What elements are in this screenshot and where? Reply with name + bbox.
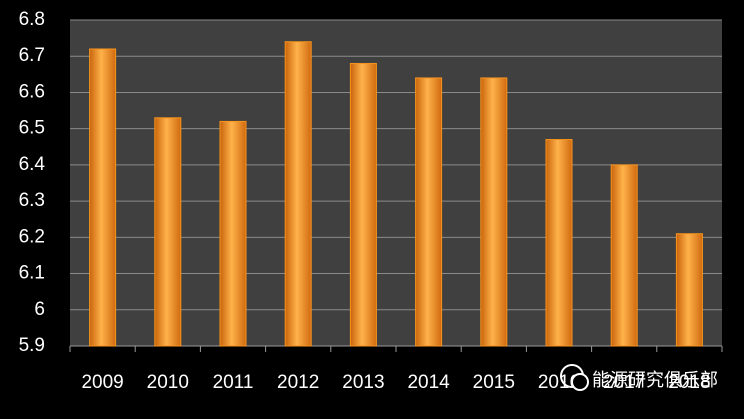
x-tick-label: 2016 <box>538 372 580 393</box>
x-tick-label: 2013 <box>342 372 384 393</box>
y-tick-label: 6.3 <box>19 190 45 211</box>
x-tick-label: 2009 <box>81 372 123 393</box>
x-tick-label: 2011 <box>213 372 254 393</box>
watermark-icon <box>571 373 589 391</box>
y-tick-label: 6.1 <box>19 263 45 284</box>
bar <box>610 164 638 347</box>
x-tick-label: 2017 <box>603 372 645 393</box>
bar <box>89 48 117 347</box>
y-tick-label: 6.2 <box>19 226 45 247</box>
bar <box>284 41 312 347</box>
x-tick-label: 2018 <box>668 372 710 393</box>
bar <box>349 62 377 347</box>
bar <box>219 120 247 347</box>
x-tick-label: 2012 <box>277 372 319 393</box>
y-tick-label: 6.4 <box>19 154 46 175</box>
x-tick-label: 2014 <box>407 372 450 393</box>
y-tick-label: 5.9 <box>19 335 45 356</box>
y-tick-label: 6.5 <box>19 118 45 139</box>
bar <box>675 233 703 347</box>
x-tick-label: 2010 <box>147 372 189 393</box>
bar <box>415 77 443 347</box>
y-tick-label: 6 <box>34 299 45 320</box>
bar <box>480 77 508 347</box>
bar <box>154 117 182 347</box>
bar <box>545 139 573 347</box>
x-tick-label: 2015 <box>473 372 515 393</box>
y-tick-label: 6.8 <box>19 9 45 30</box>
watermark-text: 能源研究俱乐部 <box>592 370 718 391</box>
y-tick-label: 6.7 <box>19 45 45 66</box>
y-tick-label: 6.6 <box>19 81 45 102</box>
watermark: 能源研究俱乐部 <box>560 364 718 391</box>
